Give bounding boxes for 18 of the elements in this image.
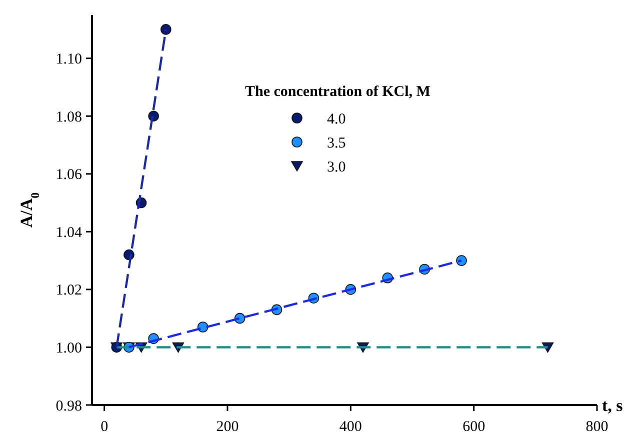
y-tick-label: 1.00 (56, 340, 82, 356)
legend-label: 3.0 (327, 159, 346, 176)
x-axis-title: t, s (602, 396, 624, 415)
x-tick-label: 0 (100, 419, 108, 435)
y-tick-label: 1.04 (56, 224, 82, 241)
y-tick-label: 1.10 (56, 52, 82, 68)
legend-label: 4.0 (327, 111, 346, 128)
y-tick-label: 1.06 (56, 167, 82, 184)
x-tick-label: 800 (586, 419, 608, 435)
y-tick-label: 1.08 (56, 109, 82, 126)
x-tick-label: 200 (216, 419, 239, 435)
legend-label: 3.5 (327, 135, 346, 152)
x-tick-label: 400 (339, 419, 362, 435)
x-tick-label: 600 (462, 419, 486, 435)
y-tick-label: 1.02 (56, 282, 82, 299)
y-tick-label: 0.98 (56, 398, 82, 414)
point (160, 24, 172, 35)
legend-title: The concentration of KCl, M (245, 84, 430, 100)
